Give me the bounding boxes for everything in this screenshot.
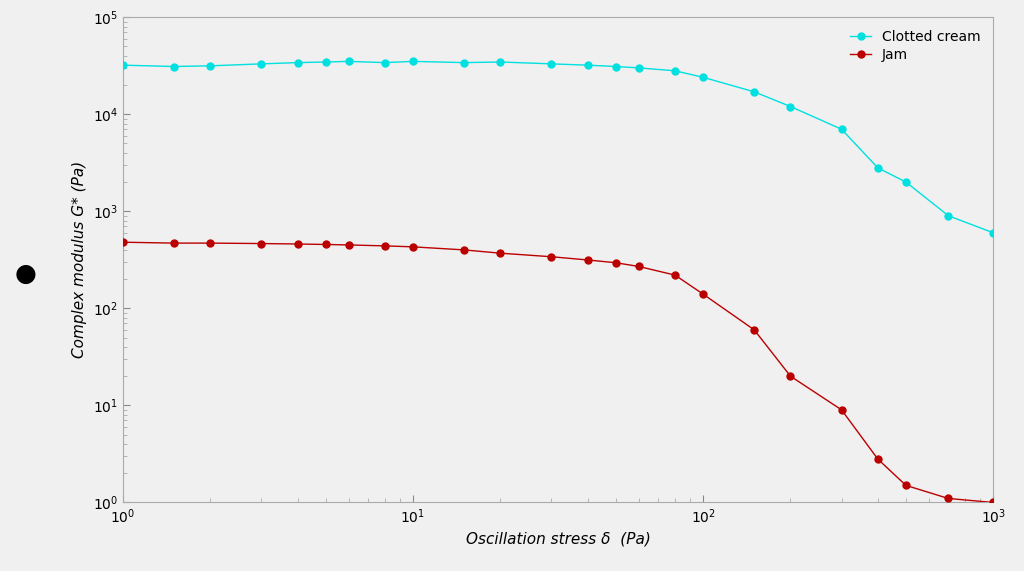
Jam bbox=[582, 256, 594, 263]
Clotted cream bbox=[546, 61, 558, 67]
Jam bbox=[609, 259, 622, 266]
Jam bbox=[292, 240, 304, 247]
Clotted cream bbox=[168, 63, 180, 70]
Jam bbox=[669, 272, 681, 279]
Jam bbox=[168, 240, 180, 247]
Clotted cream bbox=[836, 126, 848, 132]
Jam bbox=[900, 482, 912, 489]
Jam bbox=[204, 240, 216, 247]
Text: ●: ● bbox=[14, 262, 37, 286]
Clotted cream bbox=[582, 62, 594, 69]
Jam bbox=[836, 407, 848, 413]
Jam bbox=[407, 243, 419, 250]
Clotted cream bbox=[407, 58, 419, 65]
Jam bbox=[749, 327, 761, 333]
Jam bbox=[117, 239, 129, 246]
Clotted cream bbox=[319, 59, 332, 66]
Jam bbox=[633, 263, 645, 270]
Clotted cream bbox=[204, 62, 216, 69]
Jam bbox=[697, 291, 710, 297]
X-axis label: Oscillation stress δ  (Pa): Oscillation stress δ (Pa) bbox=[466, 532, 650, 546]
Clotted cream bbox=[633, 65, 645, 71]
Line: Clotted cream: Clotted cream bbox=[120, 58, 996, 236]
Jam bbox=[342, 242, 354, 248]
Jam bbox=[784, 373, 797, 380]
Jam bbox=[871, 456, 884, 463]
Jam bbox=[987, 499, 999, 506]
Clotted cream bbox=[255, 61, 267, 67]
Clotted cream bbox=[669, 67, 681, 74]
Clotted cream bbox=[117, 62, 129, 69]
Jam bbox=[319, 241, 332, 248]
Jam bbox=[546, 254, 558, 260]
Jam bbox=[255, 240, 267, 247]
Line: Jam: Jam bbox=[120, 239, 996, 506]
Y-axis label: Complex modulus G* (Pa): Complex modulus G* (Pa) bbox=[72, 161, 87, 359]
Jam bbox=[458, 247, 470, 254]
Clotted cream bbox=[379, 59, 391, 66]
Clotted cream bbox=[942, 212, 954, 219]
Clotted cream bbox=[749, 89, 761, 95]
Legend: Clotted cream, Jam: Clotted cream, Jam bbox=[845, 24, 986, 67]
Clotted cream bbox=[697, 74, 710, 81]
Clotted cream bbox=[987, 230, 999, 236]
Jam bbox=[942, 495, 954, 502]
Jam bbox=[379, 243, 391, 250]
Clotted cream bbox=[900, 179, 912, 186]
Clotted cream bbox=[609, 63, 622, 70]
Jam bbox=[495, 250, 507, 256]
Clotted cream bbox=[495, 59, 507, 66]
Clotted cream bbox=[342, 58, 354, 65]
Clotted cream bbox=[292, 59, 304, 66]
Clotted cream bbox=[458, 59, 470, 66]
Clotted cream bbox=[784, 103, 797, 110]
Clotted cream bbox=[871, 164, 884, 171]
